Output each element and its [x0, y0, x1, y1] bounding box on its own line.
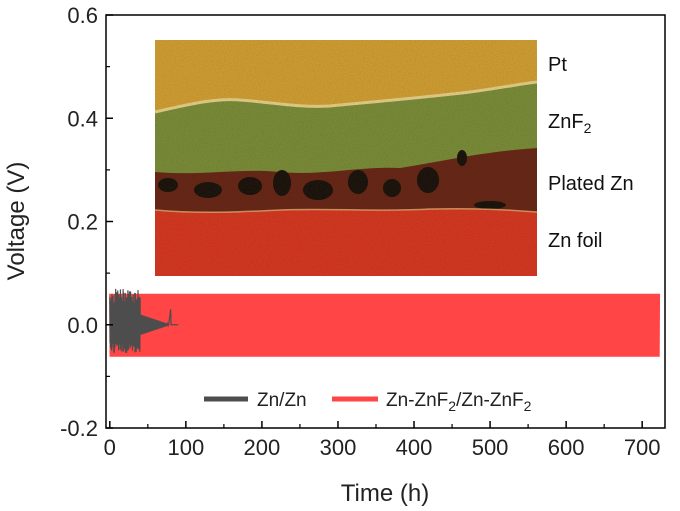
x-tick-label: 700 [624, 435, 661, 460]
y-axis-title: Voltage (V) [3, 162, 30, 281]
inset-label-pt: Pt [548, 54, 567, 76]
inset-cross-section-image [155, 40, 537, 276]
layer-znf2-edge [155, 80, 537, 114]
layer-zn-foil [155, 208, 537, 276]
y-tick-label: 0.4 [67, 106, 98, 131]
plated-zn-voids [158, 150, 506, 209]
legend-label-zn-zn: Zn/Zn [257, 390, 307, 411]
x-tick-label: 300 [320, 435, 357, 460]
x-tick-label: 400 [396, 435, 433, 460]
inset-label-zn-foil: Zn foil [548, 230, 602, 252]
y-tick-label: 0.0 [67, 313, 98, 338]
legend: Zn/Zn Zn-ZnF2/Zn-ZnF2 [204, 390, 532, 414]
y-tick-label: -0.2 [60, 416, 98, 441]
inset-label-znf2: ZnF2 [548, 111, 592, 136]
x-axis-ticks: 0 100 200 300 400 500 600 700 [104, 421, 661, 460]
y-tick-label: 0.6 [67, 3, 98, 28]
x-tick-label: 600 [548, 435, 585, 460]
x-tick-label: 0 [104, 435, 116, 460]
x-axis-title: Time (h) [341, 480, 429, 507]
series-zn-zn-line [109, 288, 179, 354]
x-tick-label: 500 [472, 435, 509, 460]
y-axis-ticks: -0.2 0.0 0.2 0.4 0.6 [60, 3, 113, 441]
y-tick-label: 0.2 [67, 210, 98, 235]
series-layer [109, 288, 661, 357]
series-zn-znf2-line [109, 293, 661, 357]
inset-label-plated-zn: Plated Zn [548, 173, 634, 195]
x-tick-label: 100 [167, 435, 204, 460]
x-tick-label: 200 [244, 435, 281, 460]
legend-label-zn-znf2: Zn-ZnF2/Zn-ZnF2 [386, 390, 532, 414]
